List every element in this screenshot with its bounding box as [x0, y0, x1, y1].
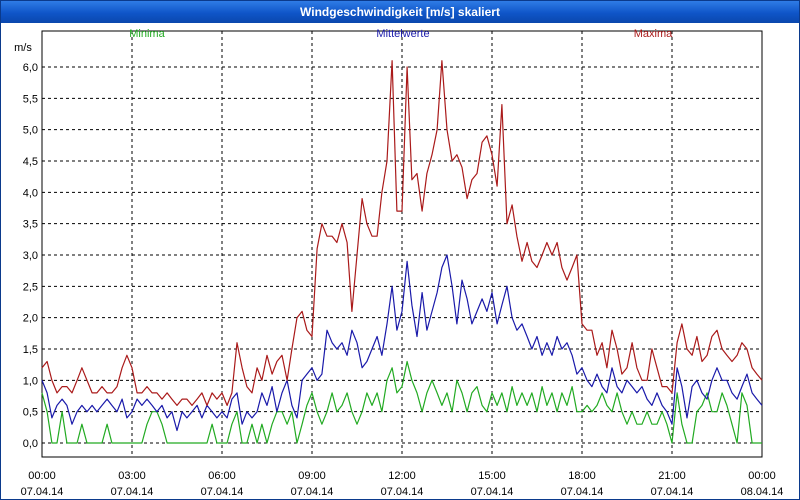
- y-tick-label: 4,0: [23, 187, 38, 199]
- y-tick-label: 2,0: [23, 313, 38, 325]
- x-tick-time: 18:00: [568, 470, 596, 482]
- x-tick-time: 21:00: [658, 470, 686, 482]
- x-tick-time: 03:00: [118, 470, 146, 482]
- grid: [41, 30, 763, 458]
- x-tick-time: 06:00: [208, 470, 236, 482]
- legend: Minima Mittelwerte Maxima: [129, 28, 673, 40]
- y-tick-label: 6,0: [23, 62, 38, 74]
- x-tick-time: 00:00: [748, 470, 776, 482]
- window-title: Windgeschwindigkeit [m/s] skaliert: [1, 1, 799, 23]
- legend-maxima: Maxima: [634, 28, 673, 40]
- y-tick-label: 5,0: [23, 125, 38, 137]
- y-tick-label: 5,5: [23, 93, 38, 105]
- x-tick-date: 07.04.14: [651, 486, 694, 498]
- y-tick-label: 0,5: [23, 407, 38, 419]
- y-tick-label: 0,0: [23, 438, 38, 450]
- y-tick-label: 3,0: [23, 250, 38, 262]
- y-axis-label: m/s: [14, 42, 32, 54]
- y-tick-label: 1,5: [23, 344, 38, 356]
- y-tick-label: 4,5: [23, 156, 38, 168]
- y-tick-label: 2,5: [23, 281, 38, 293]
- x-tick-date: 07.04.14: [201, 486, 244, 498]
- y-tick-label: 3,5: [23, 219, 38, 231]
- x-tick-time: 15:00: [478, 470, 506, 482]
- tick-labels: 0,0 0,5 1,0 1,5 2,0 2,5 3,0 3,5 4,0 4,5 5,0 5,5 6,0 0…: [21, 62, 784, 498]
- x-tick-time: 12:00: [388, 470, 416, 482]
- x-tick-date: 07.04.14: [111, 486, 154, 498]
- data-series: [41, 60, 763, 444]
- series-line-maxima: [41, 60, 763, 406]
- x-tick-date: 07.04.14: [471, 486, 514, 498]
- x-tick-date: 07.04.14: [561, 486, 604, 498]
- x-tick-date: 07.04.14: [291, 486, 334, 498]
- x-tick-time: 09:00: [298, 470, 326, 482]
- legend-minima: Minima: [129, 28, 165, 40]
- x-tick-date: 07.04.14: [381, 486, 424, 498]
- series-line-minima: [41, 360, 762, 444]
- line-chart: 0,0 0,5 1,0 1,5 2,0 2,5 3,0 3,5 4,0 4,5 5,0 5,5 6,0 0…: [14, 28, 784, 498]
- series-line-mittelwerte: [41, 254, 763, 432]
- y-tick-label: 1,0: [23, 375, 38, 387]
- x-tick-date: 07.04.14: [21, 486, 64, 498]
- x-tick-time: 00:00: [28, 470, 56, 482]
- legend-mittelwerte: Mittelwerte: [376, 28, 429, 40]
- x-tick-date: 08.04.14: [741, 486, 784, 498]
